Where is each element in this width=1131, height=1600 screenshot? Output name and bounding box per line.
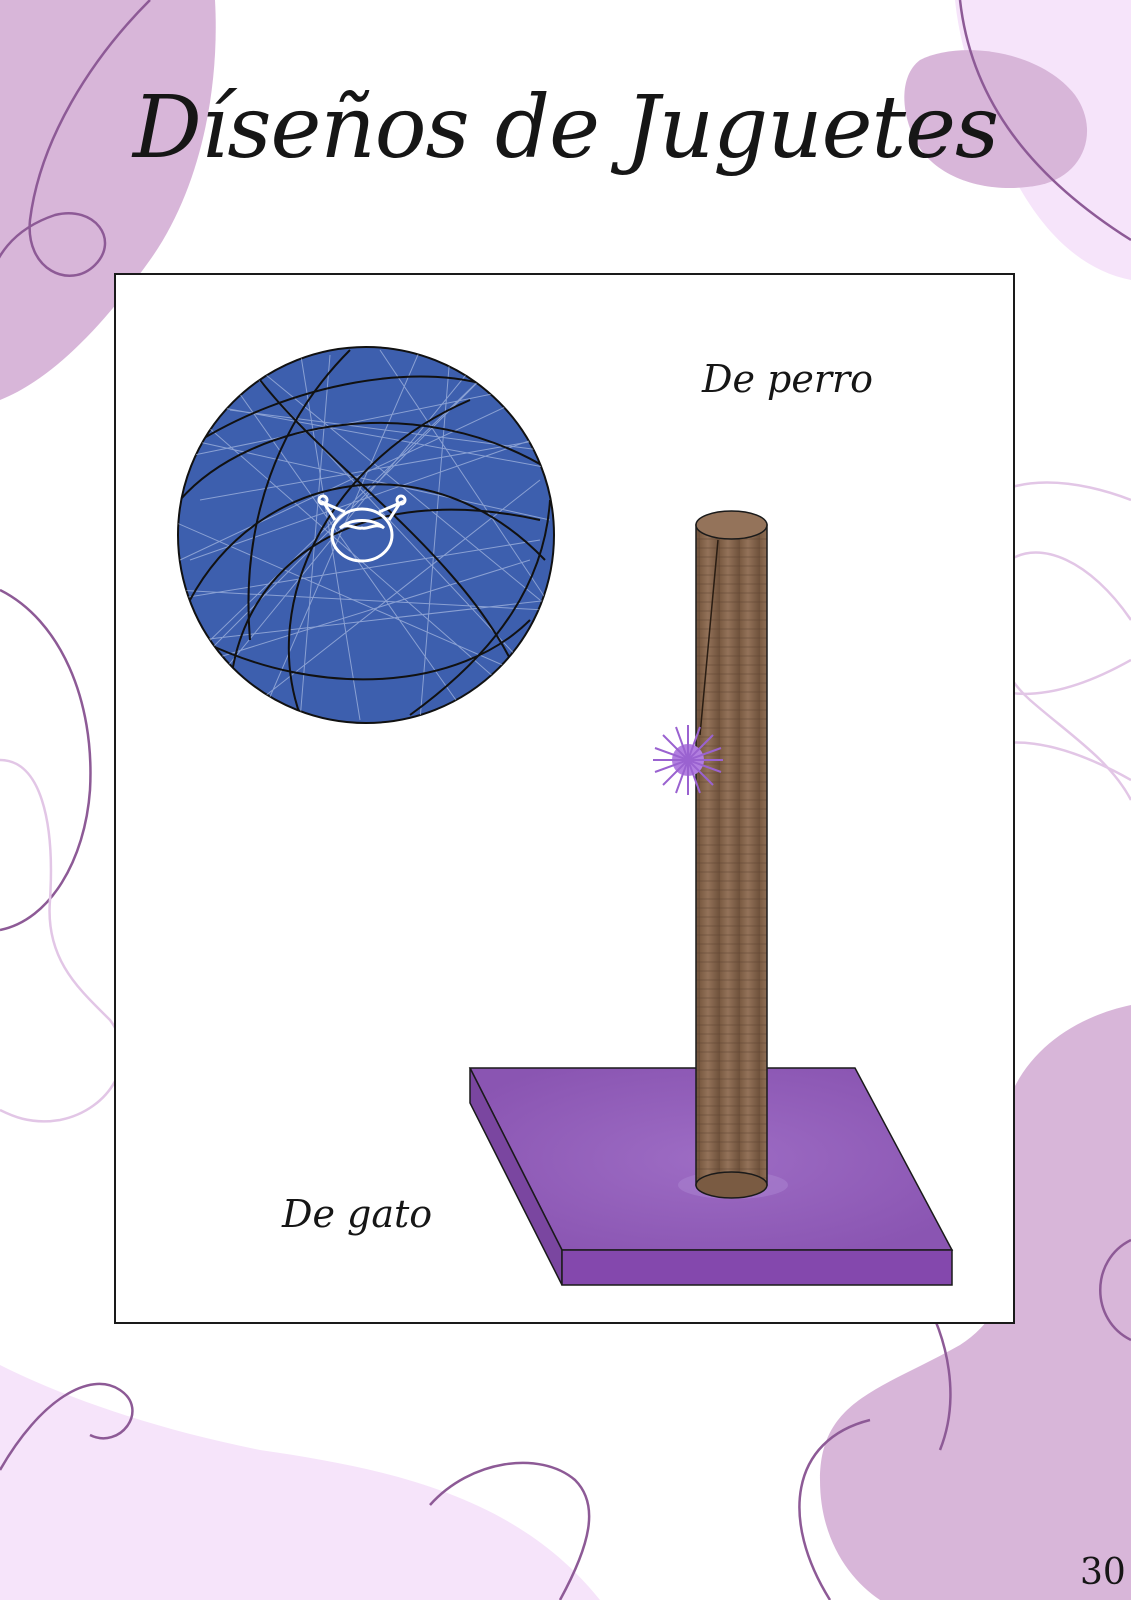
blob-bottom-left bbox=[0, 1365, 600, 1600]
blob-top-right-dark bbox=[904, 50, 1088, 188]
post-top-cap bbox=[695, 510, 768, 540]
post-column bbox=[695, 524, 768, 1186]
page-number: 30 bbox=[1080, 1552, 1126, 1593]
post-base-front-side bbox=[561, 1249, 953, 1286]
pompom-toy bbox=[653, 725, 723, 795]
caption-dog: De perro bbox=[702, 357, 874, 401]
blob-bottom-right bbox=[820, 1005, 1131, 1600]
kuromi-face-icon bbox=[317, 494, 407, 563]
blob-top-left bbox=[0, 0, 216, 400]
page-title: Díseños de Juguetes bbox=[132, 78, 999, 178]
caption-cat: De gato bbox=[282, 1192, 433, 1236]
cat-scratching-post bbox=[468, 510, 954, 1286]
yarn-ball-toy bbox=[177, 346, 555, 724]
